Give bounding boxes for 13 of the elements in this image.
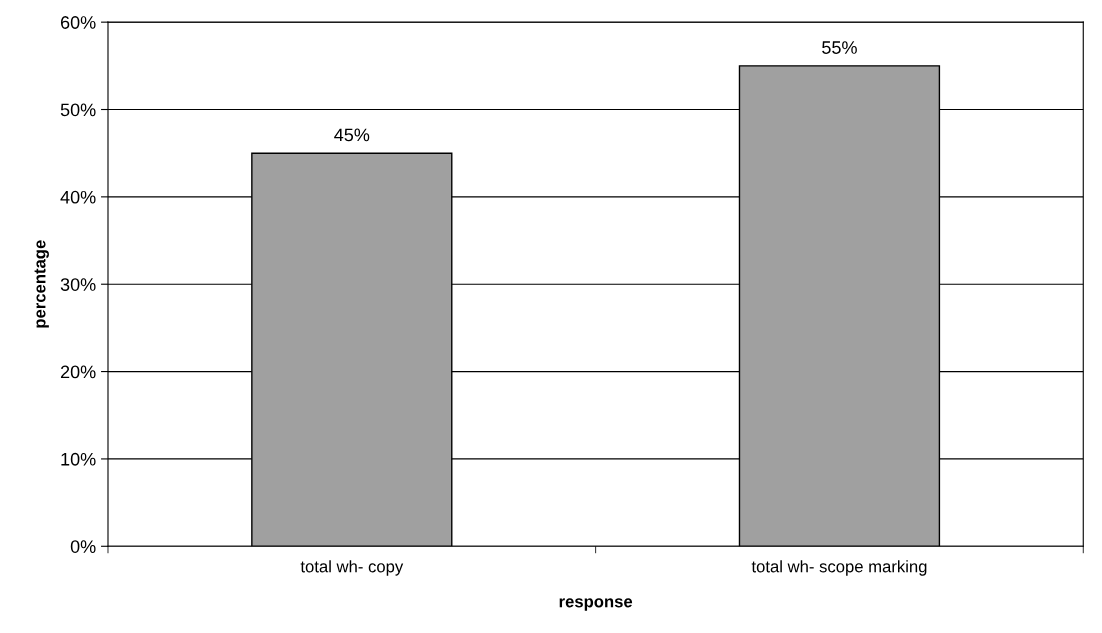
data-label: 45% bbox=[334, 128, 370, 142]
y-tick-label: 60% bbox=[60, 16, 96, 29]
x-tick-label: total wh- scope marking bbox=[751, 560, 927, 576]
x-axis-title: response bbox=[559, 598, 633, 611]
y-tick-label: 50% bbox=[60, 103, 96, 117]
data-label: 55% bbox=[822, 41, 857, 54]
y-tick-label: 20% bbox=[60, 365, 96, 379]
y-tick-label: 10% bbox=[61, 452, 96, 466]
y-tick-label: 0% bbox=[70, 540, 96, 553]
y-axis-title: percentage bbox=[34, 240, 49, 328]
x-tick-label: total wh- copy bbox=[300, 560, 404, 576]
y-tick-label: 40% bbox=[60, 190, 96, 204]
y-tick-label: 30% bbox=[60, 278, 96, 291]
